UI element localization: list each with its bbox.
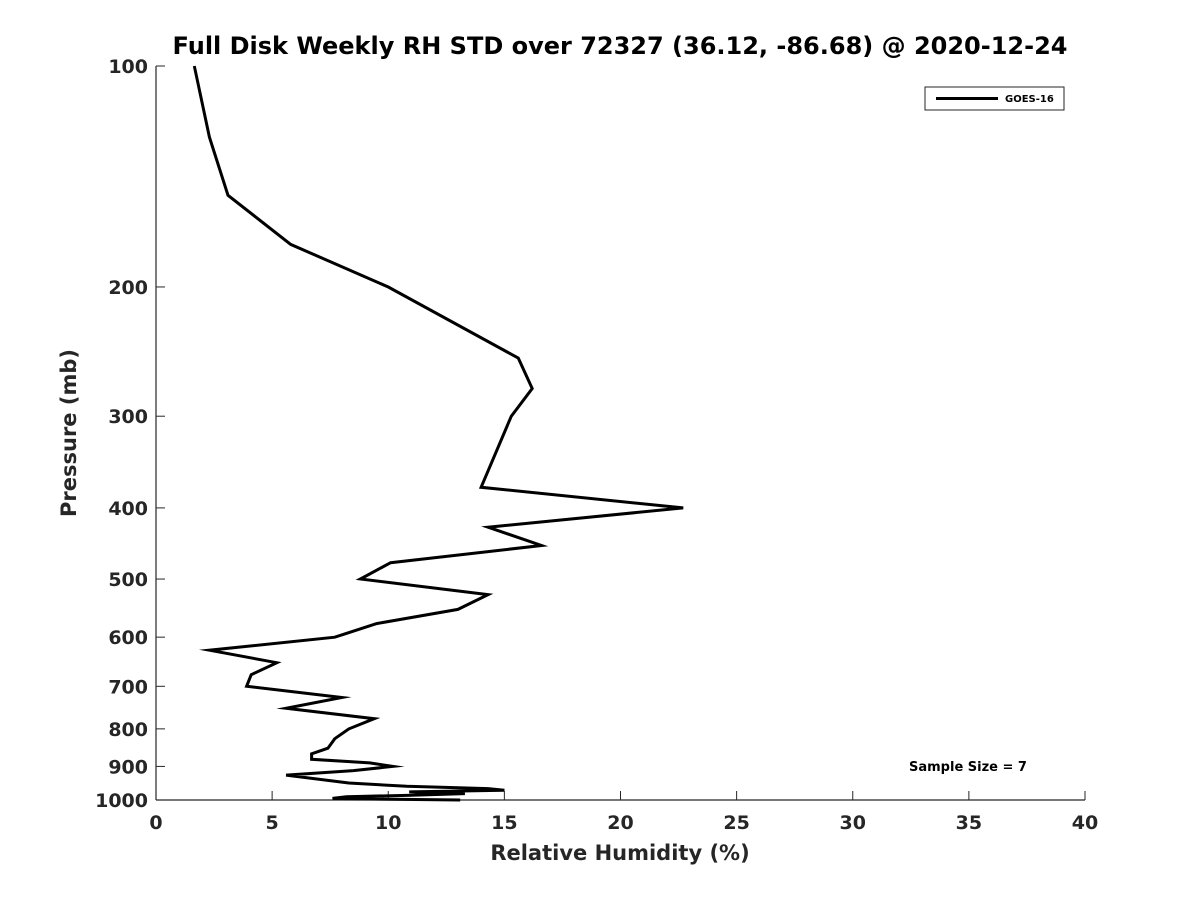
x-tick-label: 25: [723, 812, 749, 834]
y-tick-label: 700: [108, 676, 148, 698]
y-tick-label: 600: [108, 627, 148, 649]
y-tick-label: 300: [108, 406, 148, 428]
y-tick-label: 500: [108, 569, 148, 591]
x-tick-label: 40: [1072, 812, 1098, 834]
sample-size-annotation: Sample Size = 7: [909, 760, 1027, 775]
y-tick-label: 400: [108, 498, 148, 520]
y-tick-label: 900: [108, 756, 148, 778]
x-ticks: 0 5 10 15 20 25 30 35 40: [149, 791, 1098, 834]
series-layer: [192, 65, 684, 802]
y-tick-label: 800: [108, 719, 148, 741]
legend: GOES-16: [924, 86, 1065, 111]
y-ticks: 100 200 300 400 500 600 700 800 900 1000: [95, 56, 165, 812]
x-tick-label: 0: [149, 812, 162, 834]
x-tick-label: 35: [956, 812, 982, 834]
y-axis-label: Pressure (mb): [57, 349, 81, 517]
y-tick-label: 1000: [95, 790, 148, 812]
series-line-goes-16: [192, 65, 684, 802]
x-tick-label: 20: [607, 812, 633, 834]
x-tick-label: 5: [266, 812, 279, 834]
y-tick-label: 100: [108, 56, 148, 78]
x-axis-label: Relative Humidity (%): [490, 841, 749, 865]
x-tick-label: 30: [840, 812, 866, 834]
chart-title: Full Disk Weekly RH STD over 72327 (36.1…: [173, 32, 1068, 60]
y-tick-label: 200: [108, 277, 148, 299]
legend-label-goes-16: GOES-16: [1005, 94, 1054, 105]
x-tick-label: 10: [375, 812, 401, 834]
x-tick-label: 15: [491, 812, 517, 834]
